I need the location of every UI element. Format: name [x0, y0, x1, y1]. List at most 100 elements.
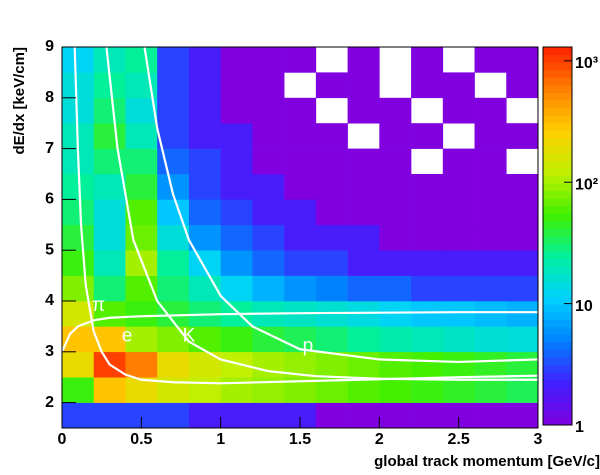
heatmap-cell: [315, 351, 348, 378]
colorbar-swatch: [543, 288, 572, 297]
heatmap-cell: [252, 224, 285, 251]
heatmap-cell: [62, 47, 95, 73]
heatmap-cell: [442, 275, 475, 302]
colorbar-swatch: [543, 304, 572, 313]
heatmap-cell: [347, 148, 380, 175]
colorbar-swatch: [543, 273, 572, 282]
heatmap-cell: [252, 72, 285, 99]
colorbar-tick-label: 1: [575, 419, 584, 436]
heatmap-cell: [188, 250, 221, 276]
heatmap-cell: [284, 199, 317, 226]
heatmap-cell: [315, 326, 348, 353]
heatmap-cell: [125, 148, 158, 175]
heatmap-cell: [347, 275, 380, 302]
heatmap-cell: [220, 250, 253, 276]
colorbar-swatch: [543, 387, 572, 396]
heatmap-cell: [188, 123, 221, 149]
colorbar-swatch: [543, 84, 572, 93]
x-tick-label: 0.5: [130, 431, 152, 448]
x-tick-label: 2.5: [448, 431, 470, 448]
heatmap-cell: [220, 351, 253, 378]
heatmap-cell: [347, 377, 380, 403]
y-tick-label: 5: [45, 241, 54, 258]
heatmap-cell: [188, 199, 221, 226]
colorbar-swatch: [543, 334, 572, 343]
colorbar-swatch: [543, 77, 572, 86]
heatmap-cell: [474, 199, 507, 226]
heatmap-cell: [188, 148, 221, 175]
colorbar-swatch: [543, 236, 572, 245]
heatmap-cell: [506, 199, 539, 226]
curve: [60, 311, 538, 353]
heatmap-cell: [62, 351, 95, 378]
heatmap-cell: [220, 97, 253, 124]
heatmap-cell: [474, 174, 507, 200]
curve: [73, 46, 539, 385]
colorbar-swatch: [543, 402, 572, 411]
heatmap-cell: [157, 47, 190, 73]
colorbar-swatch: [543, 205, 572, 214]
heatmap-cell: [93, 250, 126, 276]
heatmap-cell: [157, 326, 190, 353]
heatmap-cell: [379, 123, 412, 149]
heatmap-cell: [93, 377, 126, 403]
heatmap-cell: [411, 301, 444, 327]
heatmap-cell: [411, 123, 444, 149]
heatmap-cell: [188, 326, 221, 353]
heatmap-cell: [474, 377, 507, 403]
colorbar-swatch: [543, 107, 572, 116]
colorbar-swatch: [543, 213, 572, 222]
heatmap-cell: [506, 47, 539, 73]
heatmap-cell: [347, 250, 380, 276]
heatmap-cell: [442, 301, 475, 327]
heatmap-cell: [411, 199, 444, 226]
colorbar-swatch: [543, 281, 572, 290]
heatmap-cell: [284, 123, 317, 149]
heatmap-cell: [93, 402, 126, 429]
heatmap-cell: [252, 174, 285, 200]
heatmap-cell: [157, 402, 190, 429]
heatmap-cell: [442, 97, 475, 124]
heatmap-cell: [157, 123, 190, 149]
heatmap-cell: [125, 174, 158, 200]
heatmap-cell: [347, 224, 380, 251]
heatmap-cell: [442, 199, 475, 226]
colorbar-swatch: [543, 183, 572, 192]
x-tick-label: 2: [375, 431, 384, 448]
heatmap-cell: [157, 224, 190, 251]
heatmap-cell: [315, 224, 348, 251]
heatmap-cell: [157, 199, 190, 226]
heatmap-cell: [252, 148, 285, 175]
y-tick-label: 4: [45, 292, 54, 309]
heatmap-cell: [252, 275, 285, 302]
heatmap-cell: [379, 275, 412, 302]
heatmap-cell: [252, 199, 285, 226]
heatmap-cell: [474, 123, 507, 149]
heatmap-cell: [220, 174, 253, 200]
heatmap-cell: [220, 123, 253, 149]
heatmap-cell: [379, 326, 412, 353]
heatmap-cell: [347, 97, 380, 124]
colorbar-swatch: [543, 220, 572, 229]
heatmap-cell: [506, 72, 539, 99]
x-tick-label: 0: [58, 431, 67, 448]
heatmap-cell: [474, 250, 507, 276]
heatmap-cell: [220, 224, 253, 251]
colorbar-swatch: [543, 251, 572, 260]
colorbar-swatch: [543, 349, 572, 358]
heatmap-cell: [220, 72, 253, 99]
colorbar-swatch: [543, 372, 572, 381]
heatmap-cell: [315, 148, 348, 175]
colorbar-swatch: [543, 394, 572, 403]
colorbar-swatch: [543, 258, 572, 267]
colorbar-swatch: [543, 243, 572, 252]
heatmap-cell: [93, 174, 126, 200]
heatmap-cell: [157, 351, 190, 378]
colorbar-swatch: [543, 54, 572, 63]
heatmap-cell: [315, 123, 348, 149]
heatmap-cell: [506, 275, 539, 302]
heatmap-cell: [252, 402, 285, 429]
heatmap-cell: [315, 174, 348, 200]
y-tick-label: 6: [45, 191, 54, 208]
